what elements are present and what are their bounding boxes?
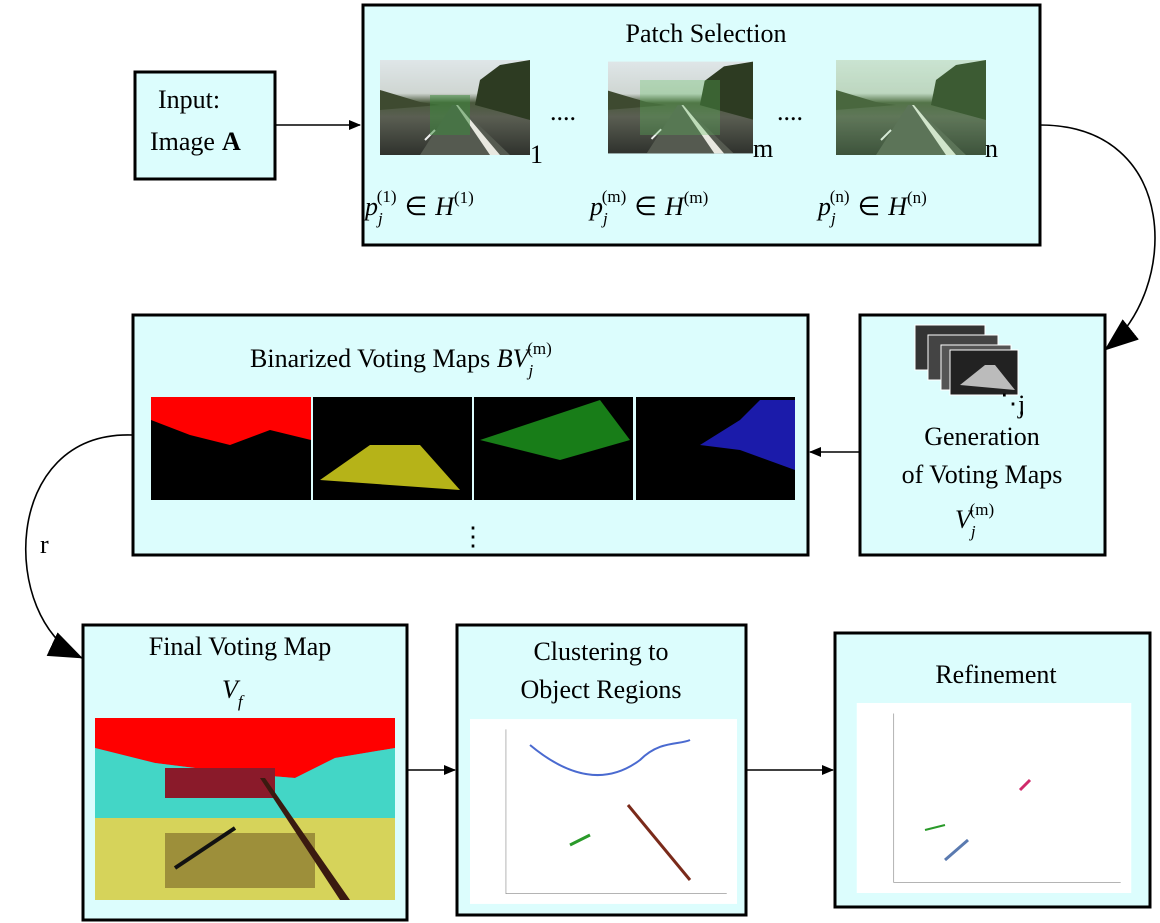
clustering-label: Clustering to bbox=[533, 637, 668, 666]
formula-symbol: H bbox=[434, 192, 455, 221]
scale-label: 1 bbox=[530, 140, 543, 169]
final-title: Final Voting Map bbox=[149, 632, 332, 661]
stack-label: j bbox=[1017, 390, 1025, 419]
cluster-plot bbox=[470, 719, 737, 904]
formula-superscript: (n) bbox=[907, 188, 927, 207]
formula-superscript: (m) bbox=[602, 187, 627, 206]
refinement-plot bbox=[857, 703, 1131, 893]
formula-subscript: j bbox=[601, 209, 608, 228]
clustering-label: Object Regions bbox=[520, 675, 681, 704]
generation-label: of Voting Maps bbox=[902, 460, 1063, 489]
patch-title: Patch Selection bbox=[625, 19, 786, 48]
generation-label: Generation bbox=[924, 422, 1040, 451]
formula-superscript: (m) bbox=[684, 188, 709, 207]
formula-subscript: j bbox=[376, 209, 383, 228]
formula-relation: ∈ bbox=[405, 192, 428, 221]
formula-relation: ∈ bbox=[634, 192, 657, 221]
input-symbol: A bbox=[222, 127, 241, 156]
repeat-label: r bbox=[40, 530, 49, 559]
formula-superscript: (1) bbox=[377, 187, 397, 206]
formula-symbol: H bbox=[887, 192, 908, 221]
final-voting-map-image bbox=[95, 718, 395, 900]
scale-label: m bbox=[753, 134, 773, 163]
formula-superscript: (n) bbox=[830, 187, 850, 206]
formula-superscript: (m) bbox=[970, 500, 995, 519]
formula-relation: ∈ bbox=[858, 192, 881, 221]
formula-text: Binarized Voting Maps bbox=[250, 344, 490, 373]
patch-overlay bbox=[836, 60, 986, 155]
formula-symbol: H bbox=[664, 192, 685, 221]
formula-subscript: j bbox=[527, 361, 534, 380]
formula-subscript: j bbox=[969, 522, 976, 541]
ellipsis: .... bbox=[550, 97, 576, 126]
input-label: Image bbox=[150, 127, 215, 156]
patch-overlay bbox=[430, 95, 470, 135]
formula-superscript: (1) bbox=[454, 188, 474, 207]
scale-label: n bbox=[985, 134, 998, 163]
ellipsis: .... bbox=[777, 97, 803, 126]
figure: Input: ImageA Patch Selection .... .... … bbox=[0, 0, 1160, 923]
formula-superscript: (m) bbox=[527, 339, 552, 358]
refinement-title: Refinement bbox=[935, 660, 1057, 689]
ellipsis: ⋮ bbox=[460, 522, 486, 551]
formula-subscript: j bbox=[829, 209, 836, 228]
patch-overlay bbox=[640, 80, 720, 135]
input-label: Input: bbox=[158, 85, 220, 114]
